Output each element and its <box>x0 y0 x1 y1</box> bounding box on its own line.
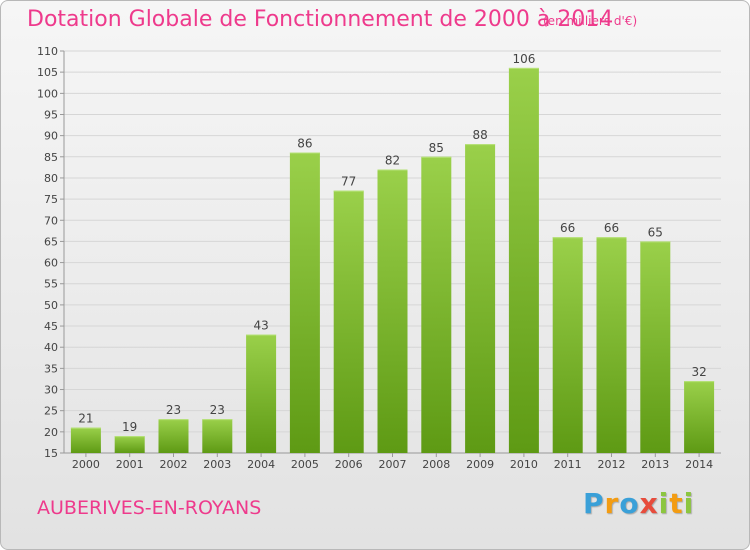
bar-value-label: 86 <box>297 137 312 151</box>
bar <box>508 67 539 453</box>
bar-value-label: 23 <box>210 403 225 417</box>
x-tick-label: 2011 <box>554 458 582 471</box>
bar <box>246 334 277 453</box>
logo-letter: P <box>583 487 605 520</box>
x-tick-label: 2013 <box>641 458 669 471</box>
bar-value-label: 77 <box>341 175 356 189</box>
bar-value-label: 19 <box>122 420 137 434</box>
y-tick-label: 95 <box>44 108 58 121</box>
bar <box>333 190 364 454</box>
logo-letter: i <box>683 487 695 520</box>
bar <box>289 152 320 453</box>
bar <box>114 436 145 453</box>
x-tick-label: 2014 <box>685 458 713 471</box>
bar-value-label: 21 <box>78 412 93 426</box>
x-tick-label: 2006 <box>335 458 363 471</box>
y-tick-label: 100 <box>37 87 58 100</box>
x-tick-label: 2003 <box>203 458 231 471</box>
x-tick-label: 2009 <box>466 458 494 471</box>
bar-value-label: 85 <box>429 141 444 155</box>
bar <box>596 237 627 453</box>
y-tick-label: 40 <box>44 341 58 354</box>
y-tick-label: 85 <box>44 151 58 164</box>
x-tick-label: 2002 <box>160 458 188 471</box>
bar-value-label: 32 <box>691 365 706 379</box>
bar <box>552 237 583 453</box>
y-tick-label: 20 <box>44 426 58 439</box>
bar-value-label: 43 <box>253 319 268 333</box>
x-tick-label: 2005 <box>291 458 319 471</box>
logo-letter: i <box>658 487 670 520</box>
bar-value-label: 65 <box>648 225 663 239</box>
y-tick-label: 25 <box>44 405 58 418</box>
x-tick-label: 2001 <box>116 458 144 471</box>
chart-title: Dotation Globale de Fonctionnement de 20… <box>27 7 614 32</box>
logo-letter: r <box>604 487 620 520</box>
y-tick-label: 45 <box>44 320 58 333</box>
y-tick-label: 60 <box>44 257 58 270</box>
x-tick-label: 2012 <box>598 458 626 471</box>
x-tick-label: 2004 <box>247 458 275 471</box>
logo-letter: t <box>669 487 684 520</box>
bar <box>640 241 671 453</box>
bar <box>684 381 715 453</box>
bars <box>70 67 715 454</box>
y-tick-label: 80 <box>44 172 58 185</box>
y-tick-label: 50 <box>44 299 58 312</box>
bar-value-label: 66 <box>560 221 575 235</box>
bar <box>202 419 233 453</box>
proxiti-logo: Proxiti <box>583 487 694 520</box>
y-tick-label: 15 <box>44 447 58 460</box>
tick-labels: 15 20 25 30 35 40 45 50 55 60 65 70 75 80 85 90 95 100 105… <box>37 45 713 471</box>
bar-value-label: 23 <box>166 403 181 417</box>
bar <box>421 156 452 453</box>
x-tick-label: 2007 <box>379 458 407 471</box>
x-tick-label: 2008 <box>422 458 450 471</box>
bar-value-label: 82 <box>385 153 400 167</box>
bar <box>158 419 189 453</box>
y-tick-label: 90 <box>44 130 58 143</box>
bar <box>377 169 408 454</box>
bar <box>465 144 496 454</box>
y-tick-label: 65 <box>44 235 58 248</box>
y-tick-label: 75 <box>44 193 58 206</box>
y-tick-label: 55 <box>44 278 58 291</box>
x-tick-label: 2000 <box>72 458 100 471</box>
y-tick-label: 30 <box>44 384 58 397</box>
chart-subtitle: (en milliers d'€) <box>543 14 638 28</box>
x-tick-label: 2010 <box>510 458 538 471</box>
bar-value-label: 66 <box>604 221 619 235</box>
logo-letter: x <box>639 487 659 520</box>
y-tick-label: 35 <box>44 362 58 375</box>
data-labels: 21 19 23 23 43 86 77 82 85 88 106 66 66 65 32 <box>78 52 706 434</box>
commune-name: AUBERIVES-EN-ROYANS <box>37 497 262 519</box>
y-tick-label: 70 <box>44 214 58 227</box>
bar <box>70 427 101 453</box>
bar-value-label: 106 <box>512 52 535 66</box>
bar-value-label: 88 <box>472 128 487 142</box>
logo-letter: o <box>619 487 640 520</box>
y-tick-label: 105 <box>37 66 58 79</box>
y-tick-label: 110 <box>37 45 58 58</box>
